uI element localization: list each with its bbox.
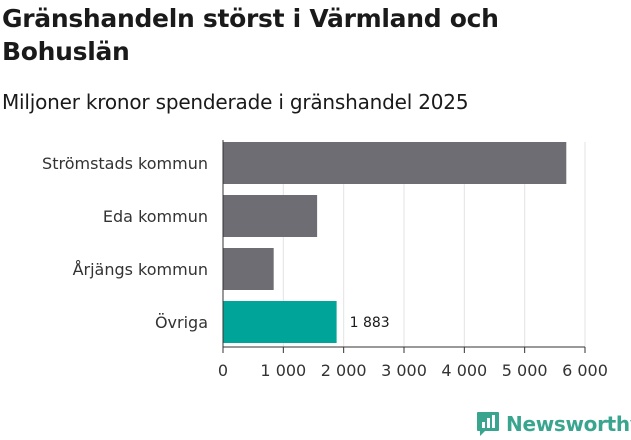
category-label: Övriga [155, 313, 208, 332]
category-label: Eda kommun [103, 207, 208, 226]
category-labels: Strömstads kommun Eda kommun Årjängs kommu… [42, 154, 390, 332]
category-label: Strömstads kommun [42, 154, 208, 173]
x-tick-label: 6 000 [562, 361, 608, 380]
x-tick-label: 5 000 [502, 361, 548, 380]
x-tick-label: 1 000 [260, 361, 306, 380]
data-label: 1 883 [350, 315, 390, 331]
chart-title: Gränshandeln störst i Värmland och Bohus… [2, 4, 499, 66]
bar [223, 248, 274, 290]
bar [223, 301, 337, 343]
x-tick-label: 4 000 [441, 361, 487, 380]
x-tick-label: 0 [218, 361, 228, 380]
x-axis: 0 1 000 2 000 3 000 4 000 5 000 6 000 [218, 140, 608, 380]
bar [223, 195, 318, 237]
newsworthy-logo: Newsworthy [476, 408, 631, 440]
x-tick-label: 3 000 [381, 361, 427, 380]
bar [223, 142, 567, 184]
bar-chart: 0 1 000 2 000 3 000 4 000 5 000 6 000 Strömsta… [42, 140, 608, 380]
category-label: Årjängs kommun [73, 260, 208, 279]
brand-name: Newsworthy [506, 412, 631, 436]
bar-chart-speech-icon [477, 412, 499, 436]
chart-subtitle: Miljoner kronor spenderade i gränshandel… [2, 90, 469, 114]
bars [223, 142, 567, 343]
x-tick-label: 2 000 [321, 361, 367, 380]
